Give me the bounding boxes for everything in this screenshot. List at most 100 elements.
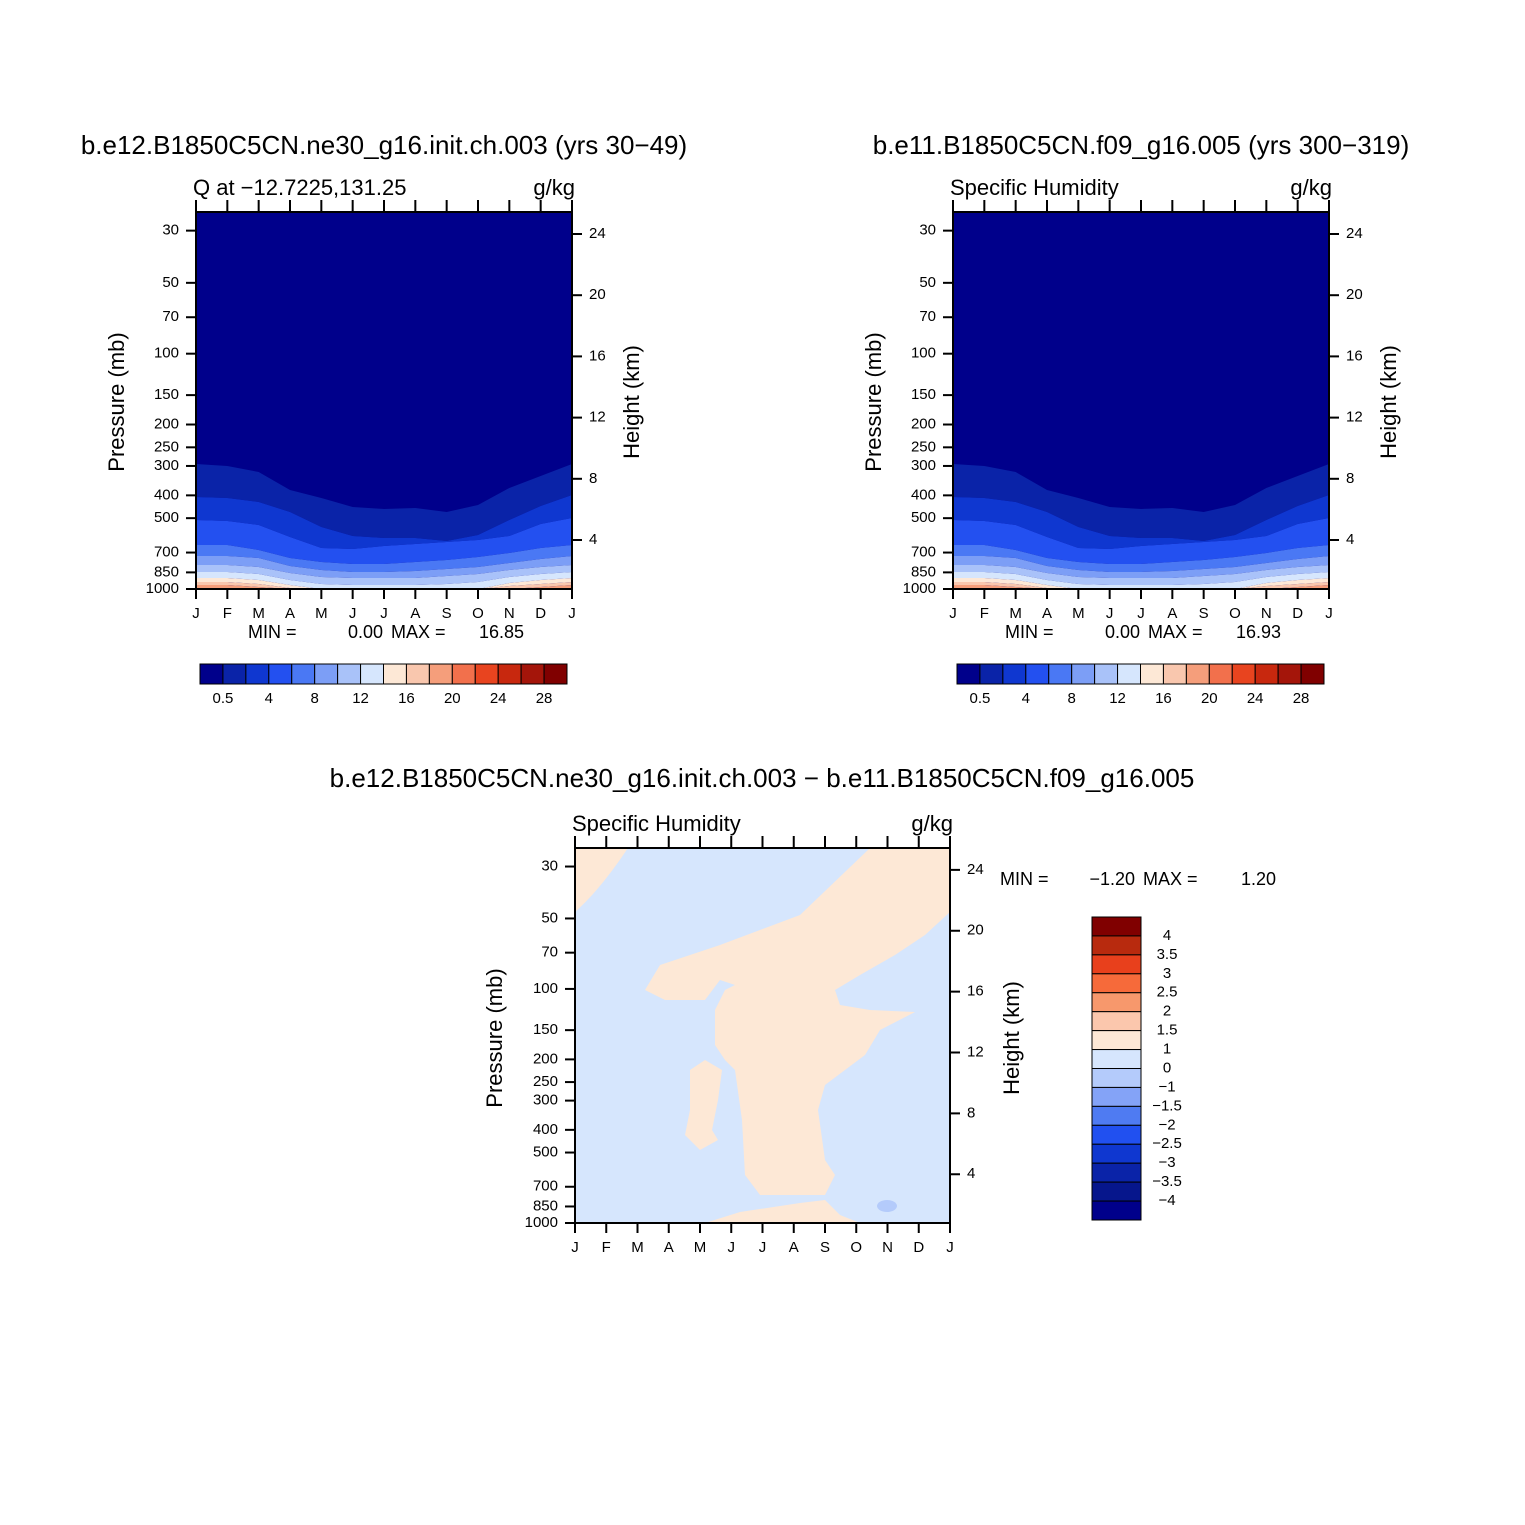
colorbar-label: −3.5	[1152, 1173, 1182, 1190]
y-tick-label: 500	[911, 509, 936, 526]
colorbar-label: 24	[1247, 690, 1264, 707]
colorbar-box	[1091, 1181, 1142, 1202]
y-tick-label: 100	[533, 980, 558, 997]
colorbar-box	[451, 663, 476, 685]
x-tick-label: S	[820, 1239, 830, 1256]
colorbar-box	[1091, 973, 1142, 994]
colorbar-label: 28	[1293, 690, 1310, 707]
colorbar-label: 4	[1163, 927, 1171, 944]
y-tick-label: 50	[919, 274, 936, 291]
x-tick-label: F	[980, 605, 989, 622]
x-tick-label: F	[223, 605, 232, 622]
colorbar-label: −2.5	[1152, 1135, 1182, 1152]
colorbar-label: 0.5	[970, 690, 991, 707]
panel-title: b.e12.B1850C5CN.ne30_g16.init.ch.003 − b…	[330, 763, 1195, 793]
y2-tick-label: 12	[589, 409, 606, 426]
colorbar-box	[1091, 1011, 1142, 1032]
colorbar-box	[1002, 663, 1027, 685]
y-tick-label: 30	[162, 222, 179, 239]
x-tick-label: J	[759, 1239, 767, 1256]
left-label: Q at −12.7225,131.25	[193, 175, 406, 200]
colorbar-box	[1162, 663, 1187, 685]
y2-tick-label: 24	[1346, 225, 1363, 242]
right-label: g/kg	[533, 175, 575, 200]
colorbar-label: 8	[311, 690, 319, 707]
panel-title: b.e12.B1850C5CN.ne30_g16.init.ch.003 (yr…	[81, 130, 687, 160]
colorbar-box	[1185, 663, 1210, 685]
y2-tick-label: 20	[589, 286, 606, 303]
colorbar-box	[222, 663, 247, 685]
y-tick-label: 100	[911, 345, 936, 362]
stat-label: MAX =	[1143, 869, 1198, 889]
colorbar-box	[956, 663, 981, 685]
y-tick-label: 850	[533, 1197, 558, 1214]
left-label: Specific Humidity	[572, 811, 741, 836]
y2-tick-label: 8	[1346, 470, 1354, 487]
y-tick-label: 700	[533, 1178, 558, 1195]
x-tick-label: A	[285, 605, 295, 622]
colorbar-label: −4	[1158, 1192, 1175, 1209]
y-tick-label: 500	[154, 509, 179, 526]
colorbar-label: 16	[1155, 690, 1172, 707]
colorbar-label: 1	[1163, 1041, 1171, 1058]
x-tick-label: N	[1261, 605, 1272, 622]
colorbar-label: −2	[1158, 1116, 1175, 1133]
colorbar-box	[520, 663, 545, 685]
colorbar-box	[979, 663, 1004, 685]
y-tick-label: 150	[533, 1021, 558, 1038]
colorbar-box	[1091, 1200, 1142, 1221]
contour-fill	[953, 545, 1329, 572]
x-tick-label: A	[789, 1239, 799, 1256]
colorbar-box	[199, 663, 224, 685]
x-tick-label: J	[1325, 605, 1333, 622]
x-tick-label: M	[1009, 605, 1022, 622]
colorbar-box	[1208, 663, 1233, 685]
x-tick-label: J	[380, 605, 388, 622]
colorbar-label: 2	[1163, 1003, 1171, 1020]
y2-tick-label: 20	[967, 922, 984, 939]
y2-tick-label: 4	[589, 531, 597, 548]
colorbar-box	[497, 663, 522, 685]
contour-fill	[196, 545, 572, 572]
colorbar-box	[1091, 992, 1142, 1013]
y-tick-label: 1000	[146, 580, 179, 597]
x-tick-label: M	[252, 605, 265, 622]
contour-fill	[953, 578, 1329, 589]
y-tick-label: 400	[154, 486, 179, 503]
y-tick-label: 50	[162, 274, 179, 291]
x-tick-label: N	[504, 605, 515, 622]
x-tick-label: J	[1137, 605, 1145, 622]
colorbar-label: 1.5	[1157, 1022, 1178, 1039]
colorbar-box	[337, 663, 362, 685]
y2-tick-label: 4	[967, 1165, 975, 1182]
colorbar-box	[360, 663, 384, 685]
y-tick-label: 850	[911, 563, 936, 580]
x-tick-label: J	[949, 605, 957, 622]
colorbar-box	[1025, 663, 1050, 685]
x-tick-label: J	[571, 1239, 579, 1256]
colorbar-box	[543, 663, 568, 685]
x-tick-label: M	[315, 605, 328, 622]
x-tick-label: O	[1229, 605, 1241, 622]
colorbar-label: 2.5	[1157, 984, 1178, 1001]
contour-fill	[953, 495, 1329, 549]
y2-axis-label: Height (km)	[619, 345, 644, 459]
colorbar-box	[383, 663, 407, 685]
left-label: Specific Humidity	[950, 175, 1119, 200]
stat-label: MAX =	[391, 622, 446, 642]
y2-tick-label: 24	[967, 861, 984, 878]
x-tick-label: O	[472, 605, 484, 622]
y2-tick-label: 4	[1346, 531, 1354, 548]
x-tick-label: J	[728, 1239, 736, 1256]
y-tick-label: 250	[154, 438, 179, 455]
contour-fill	[196, 464, 572, 541]
y-tick-label: 200	[154, 415, 179, 432]
x-tick-label: O	[850, 1239, 862, 1256]
contour-fill	[196, 556, 572, 578]
colorbar-label: 0.5	[213, 690, 234, 707]
colorbar-label: 16	[398, 690, 415, 707]
y-tick-label: 700	[911, 544, 936, 561]
colorbar-box	[1091, 1086, 1142, 1107]
x-tick-label: D	[535, 605, 546, 622]
colorbar-box	[1091, 1068, 1142, 1088]
